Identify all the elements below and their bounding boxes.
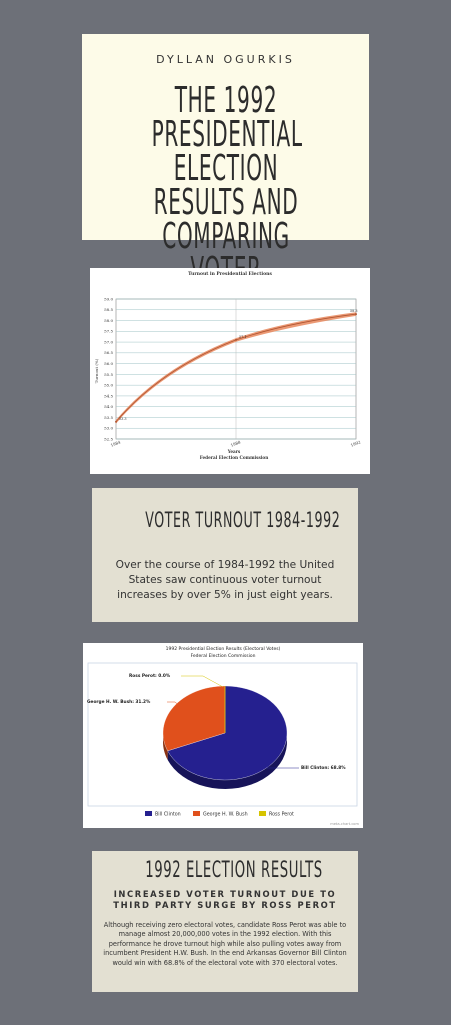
pie-slice-label: Ross Perot: 0.0%	[129, 673, 171, 679]
pie-chart-title: 1992 Presidential Election Results (Elec…	[166, 646, 281, 652]
line-data-point	[115, 420, 117, 423]
results-body: Although receiving zero electoral votes,…	[103, 921, 347, 967]
results-card: 1992 ELECTION RESULTS INCREASED VOTER TU…	[92, 851, 358, 992]
pie-plot-frame	[87, 662, 358, 807]
y-tick-label: 55.5	[104, 372, 113, 377]
legend-label: George H. W. Bush	[203, 812, 248, 818]
legend-swatch	[145, 811, 152, 816]
results-heading: 1992 ELECTION RESULTS	[145, 858, 323, 883]
line-chart-xlabel: Years	[227, 449, 241, 454]
pie-slice-label: George H. W. Bush: 31.2%	[87, 699, 151, 705]
results-subheading: INCREASED VOTER TURNOUT DUE TO THIRD PAR…	[113, 889, 337, 910]
y-tick-label: 53.0	[104, 426, 113, 431]
title-card: DYLLAN OGURKIS THE 1992 PRESIDENTIAL ELE…	[82, 34, 369, 323]
y-tick-label: 59.0	[104, 296, 113, 301]
pie-label-leader	[266, 760, 299, 769]
pie-slice-side	[163, 732, 168, 760]
legend-swatch	[193, 811, 200, 816]
legend-label: Ross Perot	[269, 812, 294, 818]
pie-slice	[162, 685, 226, 752]
line-chart-title: Turnout in Presidential Elections	[188, 271, 272, 277]
y-tick-label: 54.5	[104, 393, 113, 398]
legend-swatch	[259, 811, 266, 816]
legend-label: Bill Clinton	[155, 812, 181, 818]
x-tick-label: 1992	[350, 439, 362, 447]
y-tick-label: 56.5	[104, 350, 113, 355]
pie-slice-label: Bill Clinton: 68.8%	[301, 765, 346, 771]
turnout-body: Over the course of 1984-1992 the United …	[115, 559, 335, 601]
y-tick-label: 56.0	[104, 361, 113, 366]
turnout-heading: VOTER TURNOUT 1984-1992	[145, 508, 341, 532]
y-tick-label: 55.0	[104, 383, 113, 388]
pie-label-leader	[167, 701, 182, 708]
line-data-label: 57.1	[239, 335, 247, 339]
pie-label-leader	[181, 675, 224, 688]
pie-slice-side	[167, 735, 287, 789]
y-tick-label: 53.5	[104, 415, 113, 420]
y-tick-label: 58.5	[104, 307, 113, 312]
pie-slice	[167, 685, 288, 781]
line-chart-ylabel: Turnout (%)	[94, 358, 99, 383]
y-tick-label: 54.0	[104, 404, 113, 409]
pie-chart-credit: meta-chart.com	[330, 822, 359, 826]
author-name: DYLLAN OGURKIS	[156, 53, 295, 66]
line-data-point	[355, 313, 357, 316]
turnout-line-chart: Turnout in Presidential Elections 52.5 53…	[90, 268, 370, 474]
y-tick-label: 57.0	[104, 339, 113, 344]
line-chart-source: Federal Election Commission	[200, 455, 269, 460]
x-tick-label: 1988	[230, 439, 242, 447]
line-data-label: 58.3	[350, 309, 358, 313]
line-data-label: 53.3	[119, 417, 127, 421]
line-data-point	[235, 338, 237, 341]
x-tick-label: 1984	[110, 439, 122, 447]
turnout-line-chart-svg: Turnout in Presidential Elections 52.5 53…	[94, 271, 362, 460]
turnout-card: VOTER TURNOUT 1984-1992 Over the course …	[92, 488, 358, 622]
y-tick-label: 52.5	[104, 436, 113, 441]
y-tick-label: 57.5	[104, 329, 113, 334]
y-tick-label: 58.0	[104, 318, 113, 323]
pie-chart-subtitle: Federal Election Commission	[191, 653, 256, 659]
electoral-pie-chart-svg: 1992 Presidential Election Results (Elec…	[87, 646, 359, 826]
electoral-pie-chart: 1992 Presidential Election Results (Elec…	[83, 643, 363, 828]
